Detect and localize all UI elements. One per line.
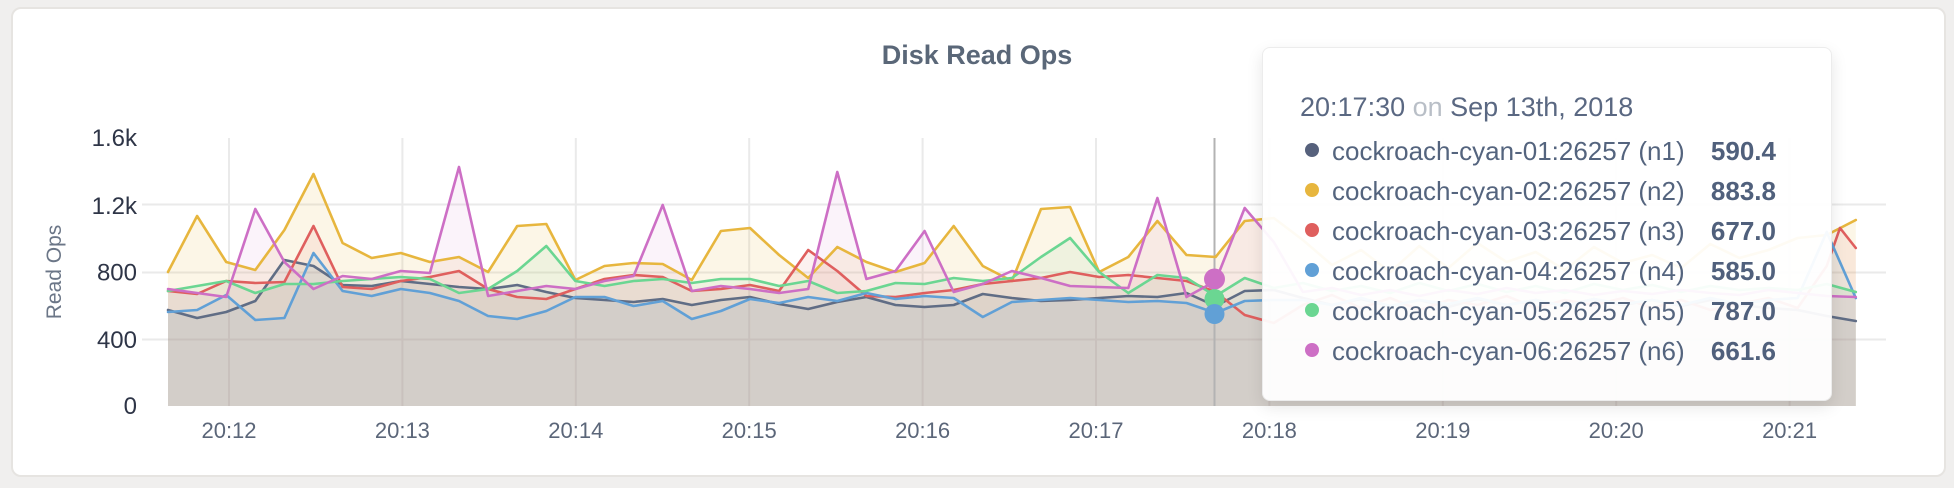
svg-text:800: 800 bbox=[97, 260, 137, 287]
svg-text:20:18: 20:18 bbox=[1242, 418, 1297, 443]
svg-text:20:16: 20:16 bbox=[895, 418, 950, 443]
svg-text:1.2k: 1.2k bbox=[92, 193, 138, 220]
svg-text:20:15: 20:15 bbox=[722, 418, 777, 443]
svg-text:20:12: 20:12 bbox=[201, 418, 256, 443]
svg-text:1.6k: 1.6k bbox=[92, 125, 138, 152]
svg-text:20:20: 20:20 bbox=[1589, 418, 1644, 443]
svg-text:20:13: 20:13 bbox=[375, 418, 430, 443]
svg-text:0: 0 bbox=[124, 393, 137, 420]
svg-text:Read Ops: Read Ops bbox=[43, 225, 66, 320]
svg-text:20:21: 20:21 bbox=[1762, 418, 1817, 443]
svg-text:400: 400 bbox=[97, 327, 137, 354]
svg-text:20:17: 20:17 bbox=[1068, 418, 1123, 443]
svg-text:20:14: 20:14 bbox=[548, 418, 603, 443]
svg-text:20:19: 20:19 bbox=[1415, 418, 1470, 443]
